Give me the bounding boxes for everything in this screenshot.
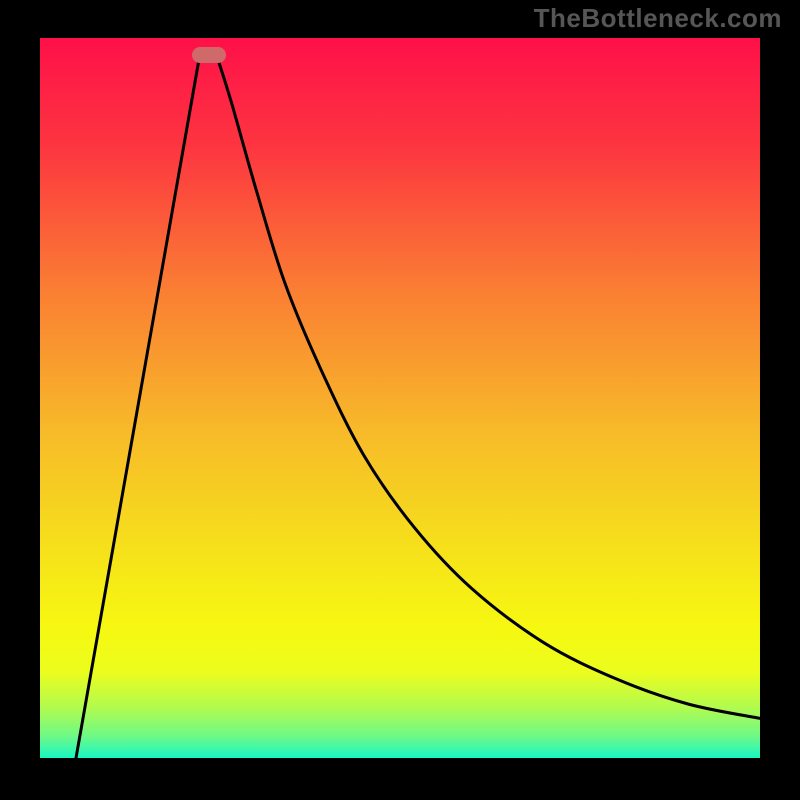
bottleneck-curve [40,38,760,758]
optimum-marker [192,47,226,63]
chart-frame: TheBottleneck.com [0,0,800,800]
watermark-text: TheBottleneck.com [534,3,782,34]
